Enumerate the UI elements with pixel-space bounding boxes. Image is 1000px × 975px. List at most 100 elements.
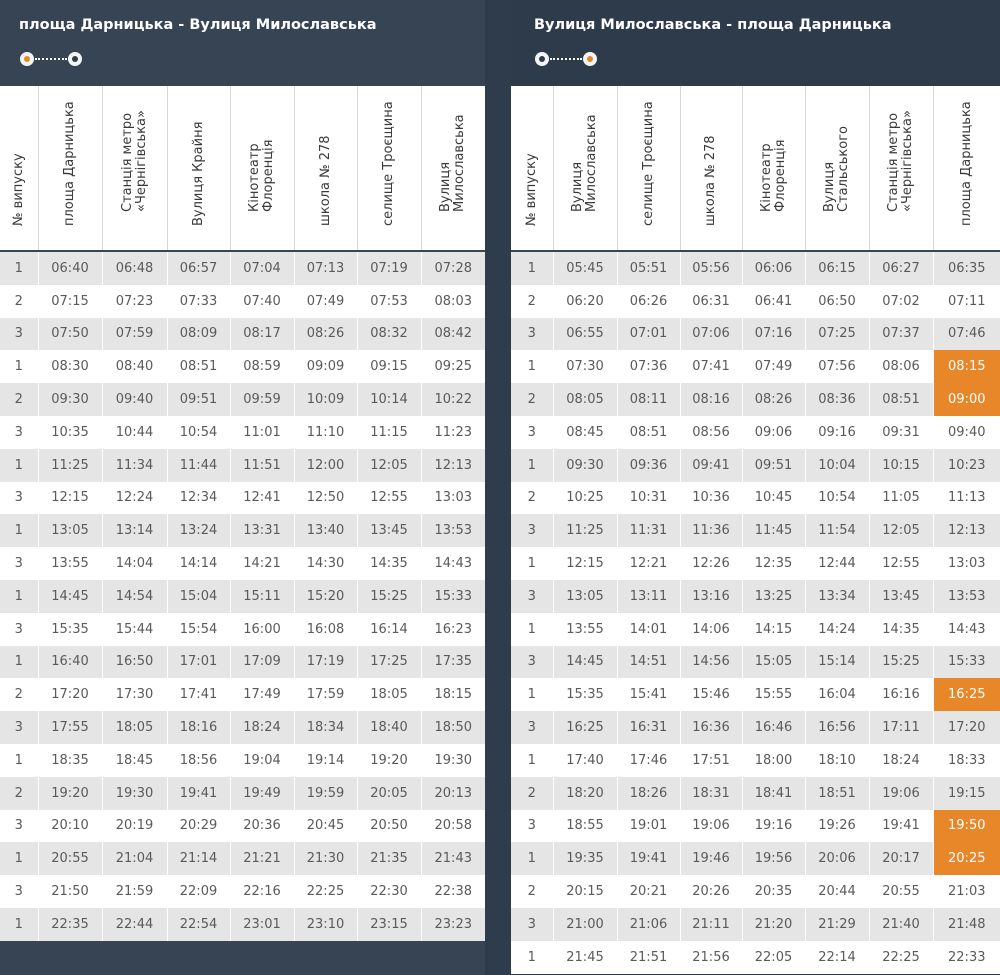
departure-time-cell: 12:35 (741, 547, 805, 580)
departure-time-cell: 15:35 (37, 612, 102, 646)
table-row: 3 18:55 19:01 19:06 19:16 19:26 19:41 19:50 (511, 809, 1000, 843)
departure-time-cell: 17:40 (552, 743, 617, 777)
departure-time-cell: 19:56 (741, 842, 805, 876)
run-number-cell: 3 (511, 415, 553, 449)
departure-time-cell: 08:11 (616, 383, 680, 416)
departure-time-cell: 08:51 (166, 350, 230, 384)
departure-time-cell: 21:56 (679, 940, 742, 974)
departure-time-cell: 15:25 (356, 579, 421, 613)
table-row: 1 20:55 21:04 21:14 21:21 21:30 21:35 21:43 (0, 842, 485, 876)
departure-time-cell: 16:04 (804, 678, 869, 712)
column-header-stop: селище Троєщина (356, 86, 421, 251)
departure-time-cell: 10:25 (552, 481, 617, 515)
departure-time-cell: 08:05 (552, 383, 617, 416)
departure-time-cell: 18:45 (101, 743, 167, 777)
departure-time-cell: 08:56 (679, 415, 742, 449)
departure-time-cell: 14:04 (101, 547, 167, 580)
departure-time-cell: 15:11 (229, 579, 294, 613)
departure-time-cell: 07:46 (932, 317, 1000, 351)
departure-time-cell: 21:30 (293, 842, 357, 876)
panel-header: Вулиця Милославська - площа Дарницька (511, 0, 1000, 86)
departure-time-cell: 22:25 (293, 875, 357, 908)
departure-time-cell: 20:06 (804, 842, 869, 876)
departure-time-cell: 11:05 (868, 481, 933, 515)
departure-time-cell: 15:35 (552, 678, 617, 712)
departure-time-cell: 06:35 (932, 251, 1000, 285)
departure-time-cell: 18:35 (37, 743, 102, 777)
departure-time-cell: 11:31 (616, 514, 680, 548)
departure-time-cell: 17:46 (616, 743, 680, 777)
departure-time-cell: 21:35 (356, 842, 421, 876)
departure-time-cell: 18:51 (804, 776, 869, 810)
departure-time-cell: 19:59 (293, 776, 357, 810)
departure-time-cell: 19:41 (166, 776, 230, 810)
departure-time-cell: 20:35 (741, 875, 805, 908)
table-row: 2 18:20 18:26 18:31 18:41 18:51 19:06 19:15 (511, 776, 1000, 810)
run-number-cell: 1 (511, 678, 553, 712)
departure-time-cell: 22:35 (37, 907, 102, 941)
run-number-cell: 3 (0, 809, 38, 843)
departure-time-cell: 17:25 (356, 645, 421, 679)
departure-time-cell: 09:59 (229, 383, 294, 416)
departure-time-cell: 12:55 (868, 547, 933, 580)
table-row: 2 06:20 06:26 06:31 06:41 06:50 07:02 07:11 (511, 284, 1000, 318)
departure-time-cell: 13:05 (37, 514, 102, 548)
departure-time-cell: 09:40 (932, 415, 1000, 449)
departure-time-cell: 17:01 (166, 645, 230, 679)
departure-time-cell: 07:13 (293, 251, 357, 285)
column-header-stop: Вулиця Милославська (420, 86, 485, 251)
departure-time-cell: 18:55 (552, 809, 617, 843)
departure-time-cell: 14:54 (101, 579, 167, 613)
column-header-stop: площа Дарницька (932, 86, 1000, 251)
departure-time-cell: 19:01 (616, 809, 680, 843)
departure-time-cell: 11:51 (229, 448, 294, 482)
timetable-return: № випуску Вулиця Милославська селище Троєщ… (511, 86, 1000, 974)
table-row: 1 19:35 19:41 19:46 19:56 20:06 20:17 20:25 (511, 842, 1000, 876)
departure-time-cell: 16:08 (293, 612, 357, 646)
run-number-cell: 1 (0, 514, 38, 548)
table-row: 1 13:05 13:14 13:24 13:31 13:40 13:45 13:53 (0, 514, 485, 548)
departure-time-cell: 16:25 (552, 711, 617, 744)
departure-time-cell: 18:00 (741, 743, 805, 777)
table-row: 1 11:25 11:34 11:44 11:51 12:00 12:05 12:13 (0, 448, 485, 482)
departure-time-cell: 13:55 (37, 547, 102, 580)
departure-time-cell: 08:17 (229, 317, 294, 351)
run-number-cell: 3 (0, 481, 38, 515)
departure-time-cell: 09:51 (741, 448, 805, 482)
departure-time-cell: 05:51 (616, 251, 680, 285)
table-row: 1 06:40 06:48 06:57 07:04 07:13 07:19 07:28 (0, 251, 485, 285)
departure-time-cell: 07:30 (552, 350, 617, 384)
departure-time-cell: 22:16 (229, 875, 294, 908)
route-indicator (20, 51, 86, 67)
run-number-cell: 1 (0, 579, 38, 613)
departure-time-cell: 13:25 (741, 579, 805, 613)
departure-time-cell: 18:24 (868, 743, 933, 777)
departure-time-cell: 09:00 (932, 383, 1000, 416)
destination-dot-icon (583, 52, 597, 66)
run-number-cell: 2 (0, 383, 38, 416)
departure-time-cell: 10:23 (932, 448, 1000, 482)
run-number-cell: 1 (0, 645, 38, 679)
departure-time-cell: 11:44 (166, 448, 230, 482)
column-header-stop: Вулиця Милославська (552, 86, 617, 251)
departure-time-cell: 15:14 (804, 645, 869, 679)
origin-dot-icon (535, 52, 549, 66)
departure-time-cell: 19:06 (868, 776, 933, 810)
departure-time-cell: 21:59 (101, 875, 167, 908)
departure-time-cell: 22:33 (932, 940, 1000, 974)
table-row: 3 08:45 08:51 08:56 09:06 09:16 09:31 09:40 (511, 415, 1000, 449)
departure-time-cell: 15:25 (868, 645, 933, 679)
departure-time-cell: 13:45 (356, 514, 421, 548)
departure-time-cell: 06:57 (166, 251, 230, 285)
departure-time-cell: 07:40 (229, 284, 294, 318)
departure-time-cell: 08:26 (293, 317, 357, 351)
departure-time-cell: 22:38 (420, 875, 485, 908)
column-header-label: Вулиця Стальського (822, 126, 851, 212)
column-header-stop: Вулиця Крайня (166, 86, 230, 251)
departure-time-cell: 19:26 (804, 809, 869, 843)
departure-time-cell: 13:24 (166, 514, 230, 548)
departure-time-cell: 15:20 (293, 579, 357, 613)
departure-time-cell: 07:50 (37, 317, 102, 351)
column-header-label: № випуску (10, 153, 26, 226)
departure-time-cell: 19:14 (293, 743, 357, 777)
